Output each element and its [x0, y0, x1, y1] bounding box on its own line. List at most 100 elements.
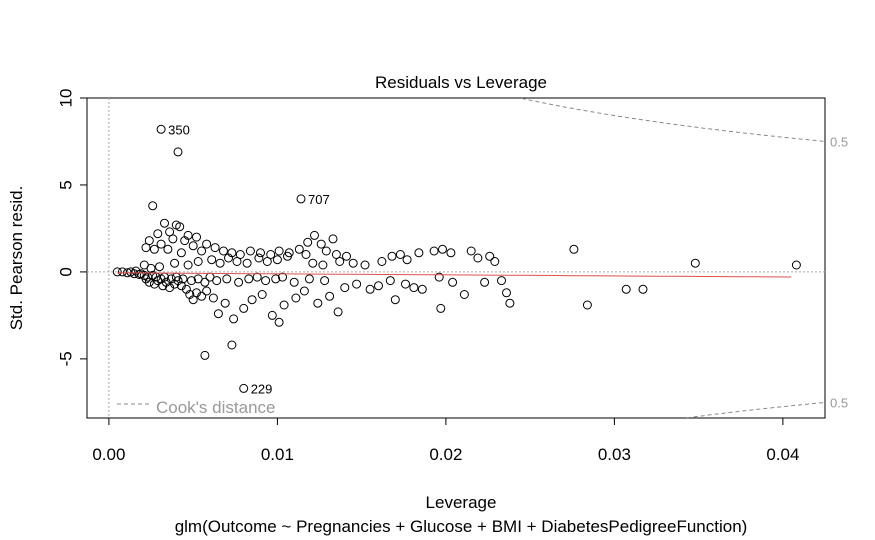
data-point — [342, 251, 351, 261]
cooks-contour-label-lower: 0.5 — [830, 395, 848, 410]
data-point — [222, 274, 232, 284]
data-point — [219, 246, 228, 256]
data-point — [310, 230, 319, 240]
y-tick-label: -5 — [56, 351, 75, 366]
data-point — [272, 255, 282, 265]
data-point — [385, 276, 395, 286]
reference-lines — [87, 98, 825, 418]
y-tick-label: 10 — [56, 89, 75, 108]
data-point — [374, 281, 383, 291]
data-point — [321, 246, 331, 256]
data-point — [168, 234, 178, 244]
legend: Cook's distance — [117, 398, 275, 417]
cooks-distance-contours: 0.5 0.5 — [521, 97, 848, 419]
data-point — [335, 257, 345, 266]
data-point — [279, 300, 289, 310]
data-point — [148, 201, 158, 211]
data-point — [274, 246, 284, 256]
data-point — [139, 260, 149, 270]
data-point — [153, 229, 163, 239]
data-point — [414, 248, 424, 258]
data-point — [239, 383, 249, 393]
data-point — [200, 277, 210, 287]
axes: 0.00 0.01 0.02 0.03 0.04 -5 0 5 10 — [56, 89, 799, 464]
data-point — [429, 246, 439, 256]
data-point — [229, 314, 239, 324]
data-point — [299, 286, 309, 296]
data-point — [266, 250, 276, 259]
data-point — [207, 255, 217, 265]
data-point — [232, 257, 242, 266]
data-point — [638, 284, 648, 294]
data-point — [318, 260, 328, 270]
data-point — [333, 307, 343, 317]
data-points — [112, 124, 801, 393]
data-point — [459, 290, 469, 299]
data-point — [252, 272, 262, 282]
data-point — [192, 232, 201, 242]
x-axis-label: Leverage — [426, 493, 497, 512]
data-point — [360, 260, 370, 270]
data-point — [112, 267, 122, 277]
data-point — [227, 340, 237, 350]
data-point — [244, 274, 254, 284]
data-point — [417, 284, 427, 294]
data-point — [155, 262, 164, 272]
data-point — [245, 246, 255, 256]
data-point — [387, 251, 397, 261]
data-point — [242, 258, 252, 268]
cooks-contour-lower — [686, 401, 826, 419]
x-tick-label: 0.00 — [92, 445, 125, 464]
data-point — [791, 260, 801, 270]
data-point — [352, 279, 362, 289]
point-label: 229 — [251, 381, 273, 396]
data-point — [254, 253, 264, 263]
data-point — [448, 277, 458, 287]
data-point — [296, 194, 306, 204]
data-point — [505, 298, 515, 308]
data-point — [278, 272, 287, 282]
data-point — [490, 257, 500, 266]
data-point — [446, 248, 456, 258]
data-point — [291, 293, 301, 303]
data-point — [129, 269, 139, 279]
data-point — [438, 244, 447, 254]
data-point — [183, 260, 193, 270]
data-point — [202, 239, 212, 249]
data-point — [213, 309, 223, 319]
data-point — [390, 295, 400, 305]
x-tick-label: 0.02 — [429, 445, 462, 464]
data-point — [180, 236, 190, 246]
data-point — [257, 290, 267, 299]
data-point — [340, 283, 350, 293]
data-point — [134, 270, 144, 279]
data-point — [156, 239, 166, 249]
x-tick-label: 0.04 — [766, 445, 799, 464]
data-point — [176, 248, 186, 258]
data-point — [261, 276, 271, 286]
data-point — [197, 291, 207, 301]
data-point — [267, 310, 277, 320]
data-point — [377, 257, 387, 266]
data-point — [348, 258, 358, 268]
data-point — [402, 255, 412, 265]
chart-subtitle: glm(Outcome ~ Pregnancies + Glucose + BM… — [175, 517, 748, 536]
data-point — [466, 246, 476, 256]
data-point — [303, 237, 313, 247]
data-point — [234, 277, 244, 287]
y-axis-label: Std. Pearson resid. — [7, 186, 26, 331]
data-point — [690, 258, 700, 268]
point-label: 350 — [168, 122, 190, 137]
data-point — [409, 283, 419, 293]
data-point — [187, 276, 196, 286]
data-point — [212, 276, 222, 286]
data-point — [365, 284, 375, 294]
y-tick-label: 5 — [56, 180, 75, 189]
data-point — [320, 276, 330, 286]
x-tick-label: 0.01 — [261, 445, 294, 464]
smoother-line — [117, 272, 792, 278]
data-point — [247, 295, 257, 305]
data-point — [215, 258, 225, 268]
data-point — [141, 243, 151, 253]
